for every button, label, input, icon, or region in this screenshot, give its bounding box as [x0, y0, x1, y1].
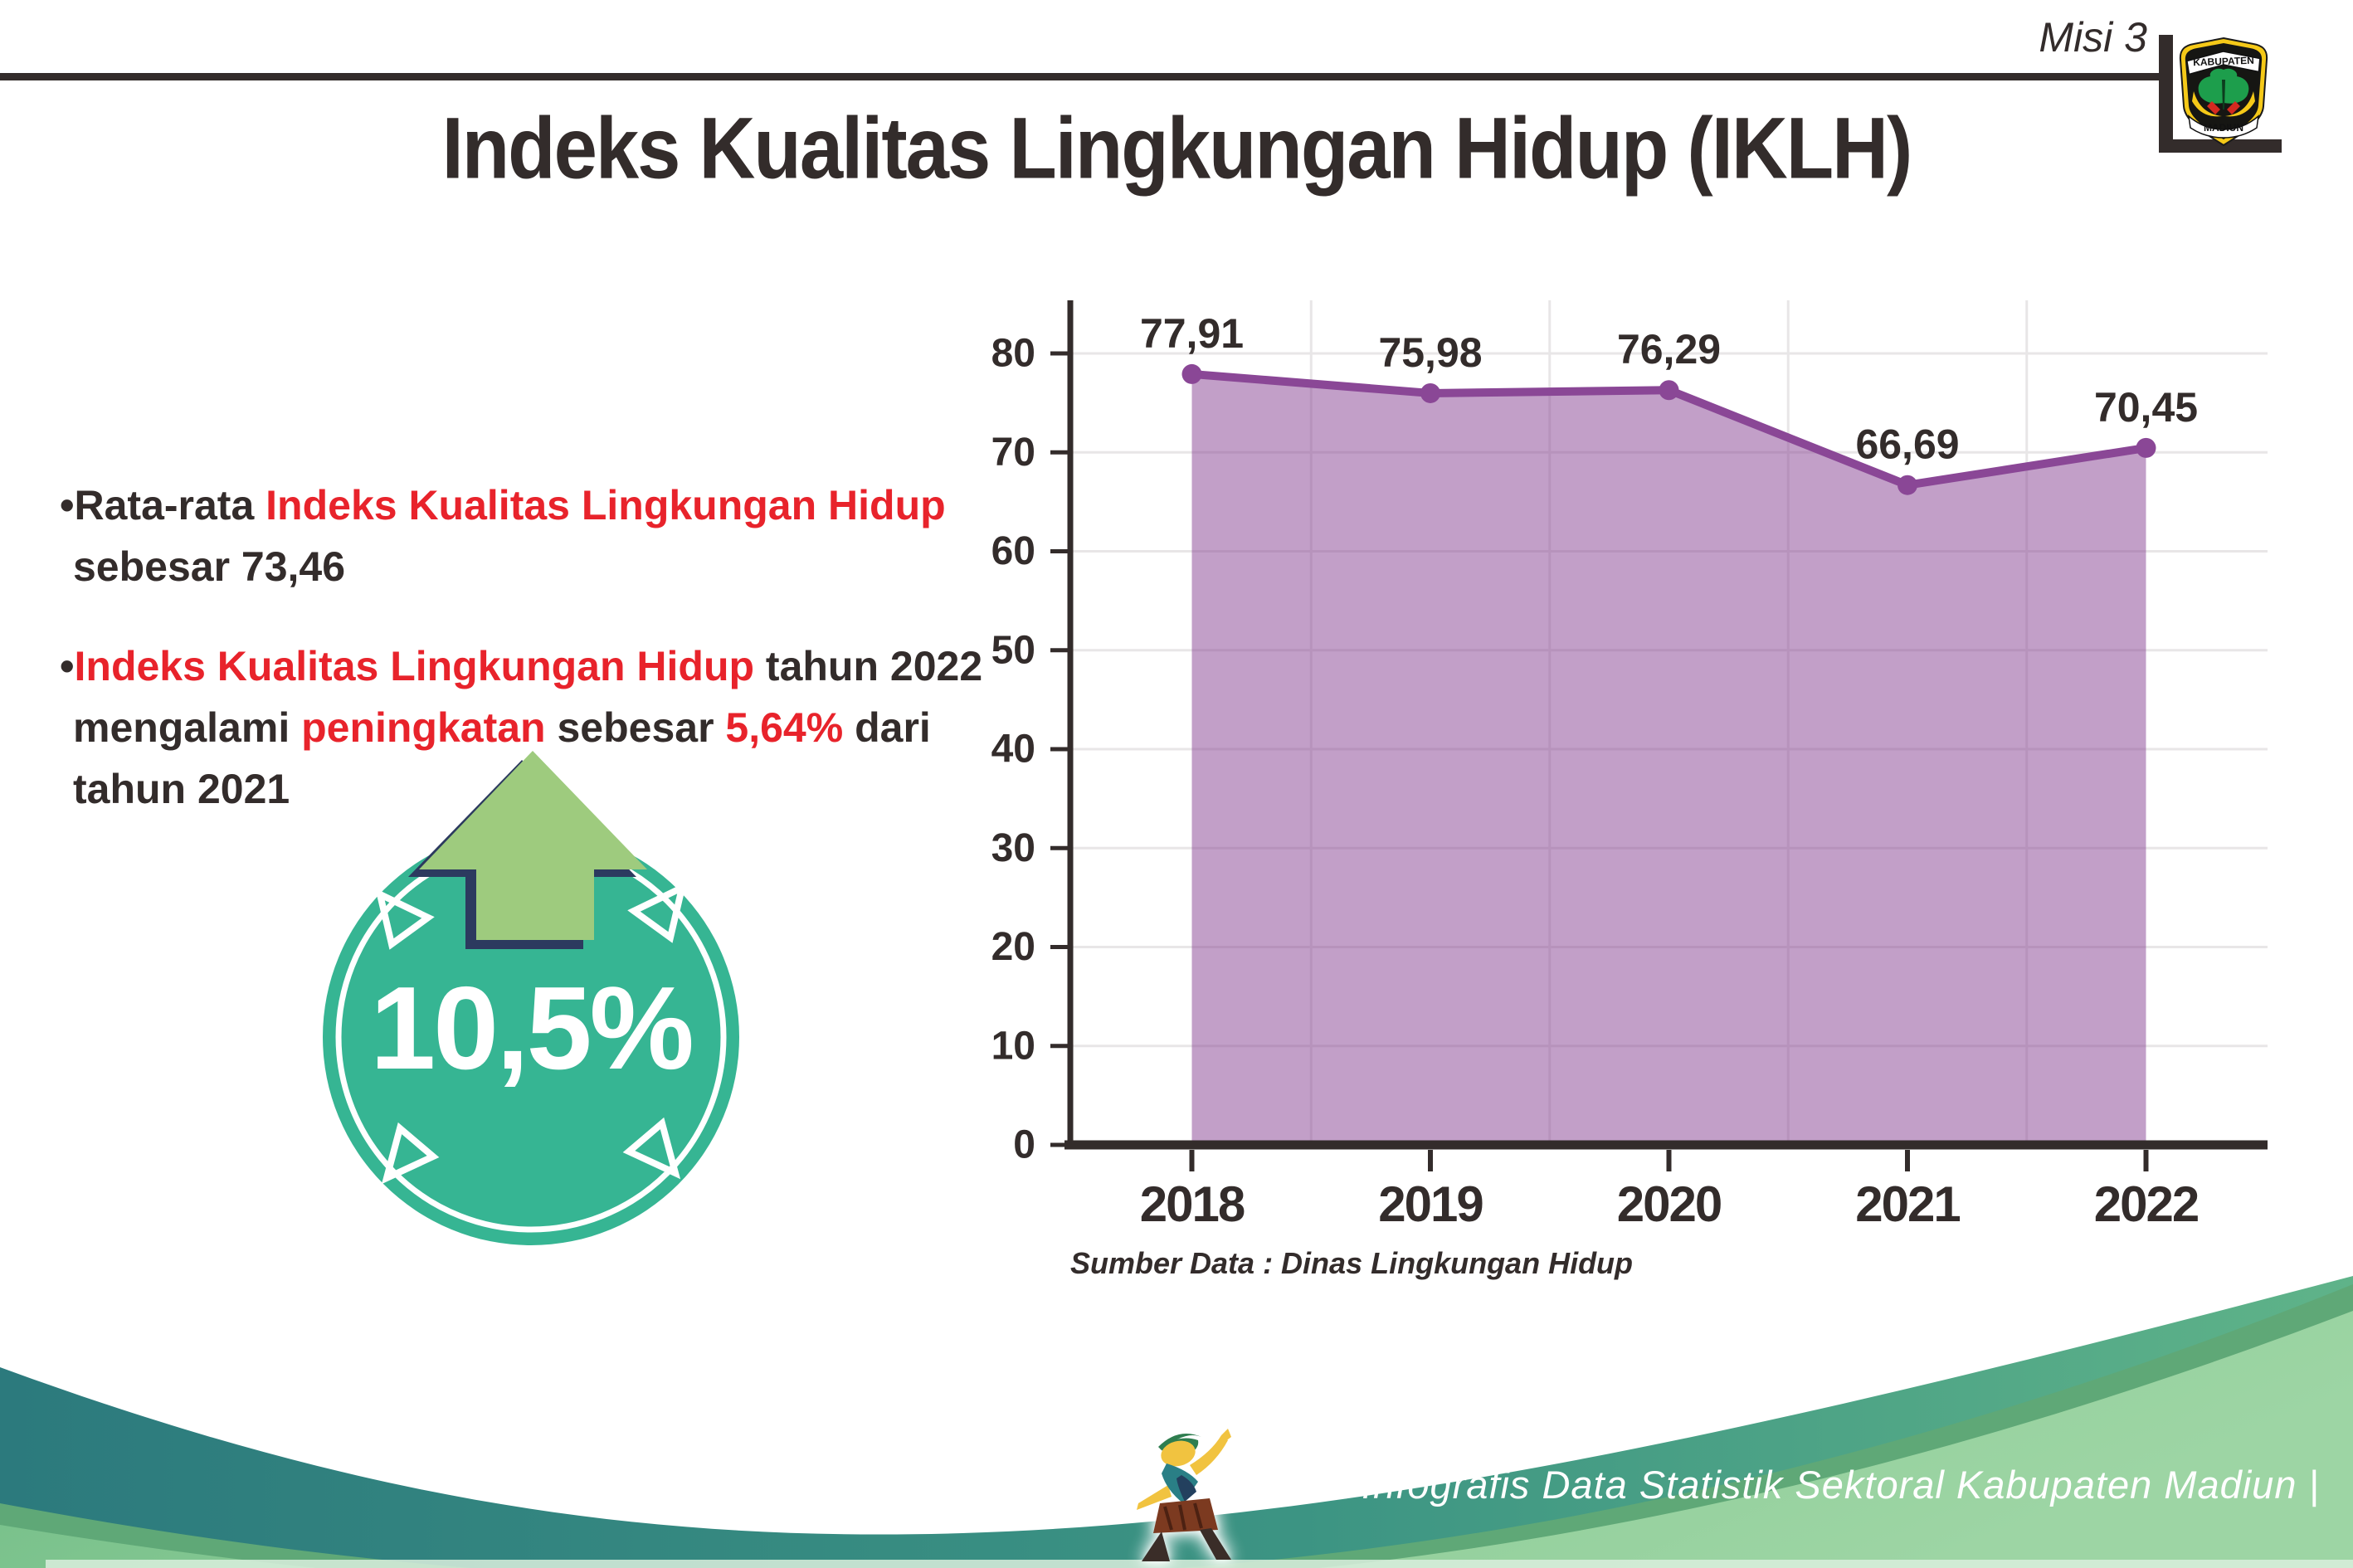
bullet1-text: Rata-rata [74, 482, 266, 528]
increase-badge [323, 751, 739, 1245]
data-point-marker [1181, 363, 1202, 384]
data-value-label: 66,69 [1855, 421, 1959, 468]
bullet1-value: sebesar 73,46 [73, 543, 346, 590]
data-point-marker [1898, 475, 1917, 495]
badge-tick-upper-right [627, 881, 687, 943]
footer-wave-decoration [0, 1276, 2353, 1568]
y-axis-tick-label: 70 [991, 431, 1035, 475]
misi-label: Misi 3 [2039, 14, 2147, 61]
y-axis-tick-label: 0 [1013, 1123, 1035, 1167]
bullet-marker: • [60, 643, 75, 689]
y-axis-tick-label: 50 [991, 628, 1035, 672]
iklh-area-chart: 0 10 20 30 40 50 60 70 80 2018 2019 2020 2021 2022 77,… [991, 300, 2268, 1232]
page-title: Indeks Kualitas Lingkungan Hidup (IKLH) [441, 99, 1913, 197]
bullet2-highlight-2: peningkatan [301, 704, 546, 751]
y-axis-tick-label: 10 [991, 1024, 1035, 1068]
bullet-marker: • [60, 482, 75, 528]
bullet1-highlight: Indeks Kualitas Lingkungan Hidup [266, 482, 946, 528]
x-axis-year-label: 2019 [1378, 1176, 1483, 1232]
badge-tick-lower-right [622, 1117, 681, 1180]
bullet2-text-4: dari [843, 704, 931, 751]
footer-bottom-strip [46, 1560, 2353, 1568]
summary-bullets: •Rata-rata Indeks Kualitas Lingkungan Hi… [60, 475, 1014, 820]
y-axis-tick-label: 30 [991, 826, 1035, 870]
bullet2-text-5: tahun 2021 [73, 766, 290, 812]
source-note: Sumber Data : Dinas Lingkungan Hidup [1070, 1246, 1634, 1280]
y-axis-tick-label: 20 [991, 925, 1035, 969]
bullet2-text-1: tahun 2022 [754, 643, 983, 689]
x-axis-year-label: 2022 [2094, 1176, 2198, 1232]
badge-tick-lower-left [381, 1122, 440, 1185]
logo-bottom-label: MADIUN [2204, 122, 2243, 134]
data-point-marker [1420, 382, 1440, 403]
data-value-label: 70,45 [2094, 384, 2198, 431]
data-value-label: 77,91 [1140, 310, 1244, 357]
bullet2-text-3: sebesar [545, 704, 726, 751]
logo-top-label: KABUPATEN [2193, 55, 2254, 69]
data-point-marker [2136, 437, 2156, 458]
x-axis-year-label: 2020 [1617, 1176, 1721, 1232]
data-value-label: 76,29 [1617, 326, 1721, 373]
increase-percentage: 10,5% [370, 962, 694, 1094]
kabupaten-madiun-logo-icon: KABUPATEN MADIUN [2179, 37, 2268, 147]
logo-frame-horizontal [2159, 139, 2282, 153]
dancer-mascot-icon [1137, 1429, 1231, 1561]
bullet2-text-2: mengalami [73, 704, 302, 751]
footer-caption: Media Infografis Data Statistik Sektoral… [1240, 1463, 2320, 1507]
header-rule [0, 73, 2167, 80]
badge-tick-upper-left [375, 888, 435, 950]
x-axis-year-label: 2018 [1140, 1176, 1245, 1232]
up-arrow-icon [419, 751, 647, 940]
green-wave [0, 1311, 2353, 1568]
y-axis-tick-label: 80 [991, 332, 1035, 376]
bullet2-highlight-1: Indeks Kualitas Lingkungan Hidup [74, 643, 755, 689]
y-axis-tick-label: 60 [991, 529, 1035, 573]
y-axis-tick-label: 40 [991, 728, 1035, 772]
bullet-increase-iklh: •Indeks Kualitas Lingkungan Hidup tahun … [60, 635, 1014, 820]
x-axis-year-label: 2021 [1855, 1176, 1960, 1232]
data-point-marker [1659, 380, 1679, 401]
bullet2-highlight-3: 5,64% [725, 704, 844, 751]
logo-frame-vertical [2159, 35, 2173, 153]
area-fill [1191, 373, 2146, 1146]
data-value-label: 75,98 [1378, 329, 1482, 376]
bullet-average-iklh: •Rata-rata Indeks Kualitas Lingkungan Hi… [60, 475, 1014, 597]
